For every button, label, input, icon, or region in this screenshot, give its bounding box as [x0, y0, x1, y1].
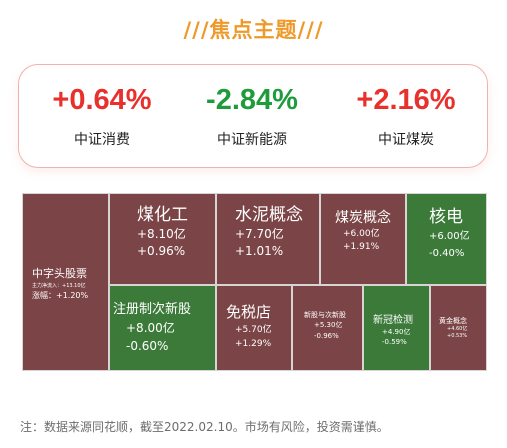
index-summary-card: +0.64% 中证消费 -2.84% 中证新能源 +2.16% 中证煤炭	[18, 64, 488, 168]
treemap-tile[interactable]: 核电 +6.00亿 -0.40%	[406, 193, 487, 285]
tile-name: 中字头股票	[32, 267, 87, 280]
index-consumer[interactable]: +0.64% 中证消费	[37, 83, 167, 149]
tile-change: +1.91%	[343, 242, 380, 252]
tile-change: +0.53%	[447, 333, 468, 339]
tile-name: 煤炭概念	[335, 210, 391, 226]
tile-name: 水泥概念	[235, 205, 303, 225]
section-title: ///焦点主题///	[183, 18, 324, 42]
tile-flow: +5.30亿	[314, 321, 343, 329]
tile-flow: +8.00亿	[126, 321, 175, 335]
tile-flow: +8.10亿	[137, 227, 186, 241]
tile-change: -0.40%	[429, 248, 465, 259]
treemap-tile[interactable]: 黄金概念 +4.60亿 +0.53%	[430, 285, 487, 371]
tile-name: 新股与次新股	[304, 311, 346, 319]
treemap-tile[interactable]: 免税店 +5.70亿 +1.29%	[216, 285, 292, 371]
tile-change: +1.01%	[235, 244, 284, 258]
tile-change: +0.96%	[137, 244, 186, 258]
footnote: 注：数据来源同花顺，截至2022.02.10。市场有风险，投资需谨慎。	[20, 420, 389, 434]
treemap-tile[interactable]: 新股与次新股 +5.30亿 -0.96%	[292, 285, 363, 371]
treemap-tile[interactable]: 注册制次新股 +8.00亿 -0.60%	[109, 285, 216, 371]
tile-flow: 主力净流入：+13.10亿	[32, 283, 86, 289]
tile-flow: +5.70亿	[235, 325, 272, 335]
tile-flow: +6.00亿	[429, 231, 470, 242]
treemap-tile[interactable]: 水泥概念 +7.70亿 +1.01%	[216, 193, 320, 285]
index-name: 中证消费	[74, 132, 130, 148]
tile-change: -0.59%	[382, 338, 407, 346]
tile-name: 黄金概念	[439, 317, 467, 325]
treemap-tile[interactable]: 煤炭概念 +6.00亿 +1.91%	[320, 193, 406, 285]
tile-name: 煤化工	[137, 205, 188, 225]
tile-name: 核电	[429, 207, 463, 227]
treemap-tile[interactable]: 煤化工 +8.10亿 +0.96%	[109, 193, 216, 285]
tile-flow: +4.60亿	[447, 326, 468, 332]
treemap-tile[interactable]: 中字头股票 主力净流入：+13.10亿 涨幅：+1.20%	[22, 193, 109, 371]
tile-name: 免税店	[226, 303, 272, 321]
index-coal[interactable]: +2.16% 中证煤炭	[341, 83, 471, 149]
sector-treemap: 中字头股票 主力净流入：+13.10亿 涨幅：+1.20% 煤化工 +8.10亿…	[22, 193, 487, 371]
tile-flow: +6.00亿	[343, 229, 380, 239]
index-name: 中证煤炭	[378, 132, 434, 148]
tile-flow: +7.70亿	[235, 227, 284, 241]
tile-change: 涨幅：+1.20%	[32, 291, 89, 300]
index-new-energy[interactable]: -2.84% 中证新能源	[187, 83, 317, 149]
index-name: 中证新能源	[217, 132, 287, 148]
tile-name: 注册制次新股	[113, 302, 192, 317]
tile-change: -0.96%	[314, 332, 339, 340]
tile-change: +1.29%	[235, 339, 272, 349]
tile-flow: +4.90亿	[382, 328, 411, 336]
index-change-value: +2.16%	[356, 84, 456, 116]
tile-name: 新冠检测	[373, 315, 413, 326]
index-change-value: -2.84%	[206, 84, 298, 116]
index-change-value: +0.64%	[52, 84, 152, 116]
treemap-tile[interactable]: 新冠检测 +4.90亿 -0.59%	[363, 285, 430, 371]
tile-change: -0.60%	[126, 339, 169, 353]
